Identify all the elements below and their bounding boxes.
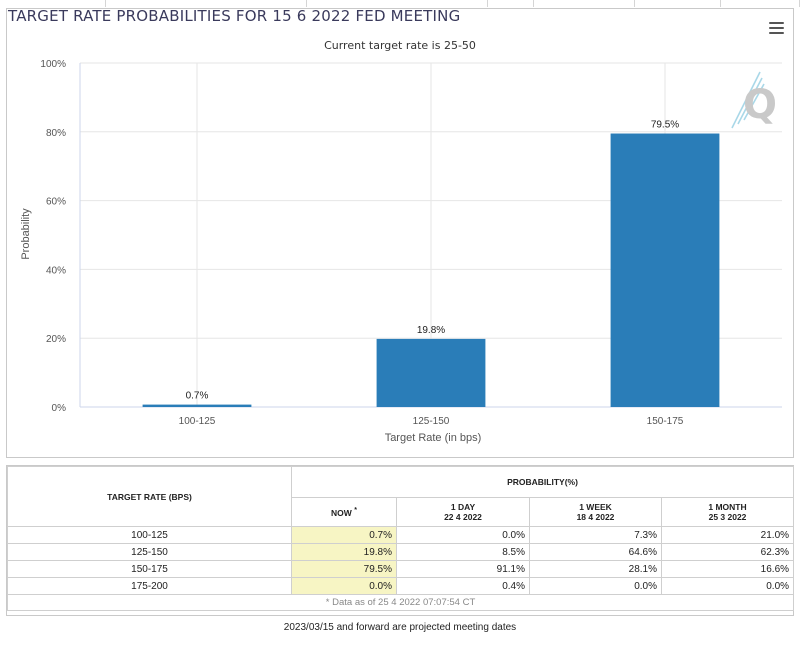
- hamburger-menu-icon[interactable]: [769, 22, 784, 35]
- y-tick-label: 60%: [46, 197, 66, 208]
- table-row: 150-175 79.5% 91.1% 28.1% 16.6%: [7, 560, 795, 578]
- y-tick-label: 0%: [52, 403, 67, 414]
- one-day-cell: 0.4%: [396, 577, 530, 595]
- now-cell: 0.0%: [291, 577, 397, 595]
- rate-column-header: TARGET RATE (BPS): [7, 466, 292, 527]
- svg-text:Q: Q: [743, 82, 777, 128]
- one-month-cell: 0.0%: [660, 577, 795, 595]
- x-tick-label: 100-125: [179, 416, 216, 427]
- bar[interactable]: [610, 133, 720, 407]
- one-week-cell: 28.1%: [529, 560, 662, 578]
- now-column-header: NOW *: [291, 497, 397, 527]
- y-tick-label: 20%: [46, 334, 66, 345]
- one-month-column-header: 1 MONTH 25 3 2022: [660, 497, 795, 527]
- one-week-cell: 7.3%: [529, 526, 662, 544]
- bar[interactable]: [376, 338, 486, 407]
- rate-cell: 175-200: [7, 577, 292, 595]
- probability-table: TARGET RATE (BPS) PROBABILITY(%) NOW * 1…: [6, 466, 795, 611]
- one-month-cell: 21.0%: [660, 526, 795, 544]
- one-day-cell: 8.5%: [396, 543, 530, 561]
- table-row: 125-150 19.8% 8.5% 64.6% 62.3%: [7, 543, 795, 561]
- probability-header: PROBABILITY(%): [290, 466, 795, 498]
- probability-table-panel: TARGET RATE (BPS) PROBABILITY(%) NOW * 1…: [6, 465, 795, 616]
- now-cell: 0.7%: [291, 526, 397, 544]
- cme-q-logo-icon: Q: [731, 71, 777, 129]
- rate-cell: 150-175: [7, 560, 292, 578]
- rate-cell: 100-125: [7, 526, 292, 544]
- one-month-cell: 16.6%: [660, 560, 795, 578]
- one-month-cell: 62.3%: [660, 543, 795, 561]
- one-day-column-header: 1 DAY 22 4 2022: [396, 497, 530, 527]
- one-week-cell: 0.0%: [529, 577, 662, 595]
- table-row: 100-125 0.7% 0.0% 7.3% 21.0%: [7, 526, 795, 544]
- x-tick-label: 150-175: [647, 416, 684, 427]
- one-day-cell: 91.1%: [396, 560, 530, 578]
- chart-title: TARGET RATE PROBABILITIES FOR 15 6 2022 …: [8, 7, 461, 25]
- y-tick-label: 80%: [46, 128, 66, 139]
- x-tick-label: 125-150: [413, 416, 450, 427]
- now-cell: 79.5%: [291, 560, 397, 578]
- projected-dates-note: 2023/03/15 and forward are projected mee…: [283, 622, 517, 633]
- bar[interactable]: [142, 404, 252, 407]
- one-week-column-header: 1 WEEK 18 4 2022: [529, 497, 662, 527]
- data-label: 79.5%: [651, 120, 679, 131]
- one-week-cell: 64.6%: [529, 543, 662, 561]
- data-timestamp-note: * Data as of 25 4 2022 07:07:54 CT: [6, 594, 795, 611]
- table-row: 175-200 0.0% 0.4% 0.0% 0.0%: [7, 577, 795, 595]
- x-axis-label: Target Rate (in bps): [385, 432, 482, 444]
- chart-subtitle: Current target rate is 25-50: [324, 39, 476, 52]
- data-label: 19.8%: [417, 325, 445, 336]
- data-label: 0.7%: [186, 391, 209, 402]
- chart-watermark: Q: [731, 71, 777, 129]
- one-day-cell: 0.0%: [396, 526, 530, 544]
- now-cell: 19.8%: [291, 543, 397, 561]
- y-tick-label: 100%: [40, 59, 66, 70]
- y-axis-label: Probability: [20, 208, 32, 260]
- rate-cell: 125-150: [7, 543, 292, 561]
- bar-chart: Q 0% 20% 40% 60% 80% 100% 0.7% 100-125 19.8% 125…: [20, 59, 782, 444]
- y-tick-label: 40%: [46, 265, 66, 276]
